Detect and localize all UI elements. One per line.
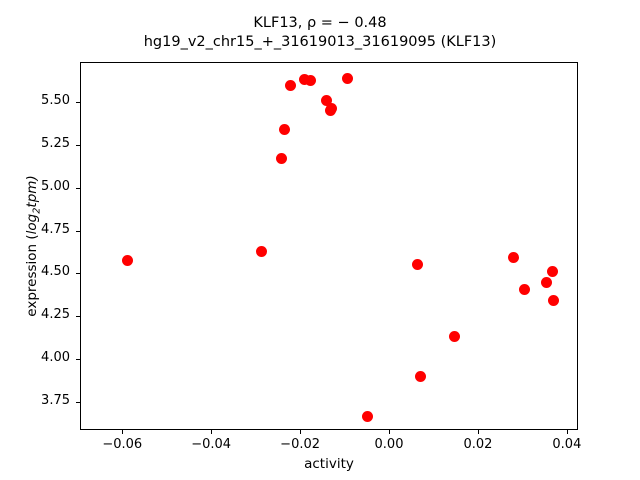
data-point bbox=[362, 410, 374, 422]
y-axis-label-suffix: tpm) bbox=[24, 175, 40, 208]
y-axis-tick-label: 5.00 bbox=[41, 178, 70, 194]
x-axis-tick-label: −0.04 bbox=[191, 437, 232, 452]
x-axis-tick-label: −0.02 bbox=[280, 437, 321, 452]
y-axis-tick-label: 5.25 bbox=[41, 136, 70, 151]
y-axis-tick-label: 4.75 bbox=[41, 221, 70, 237]
data-point-layer bbox=[81, 63, 577, 429]
data-point bbox=[507, 251, 519, 263]
data-point bbox=[255, 245, 267, 257]
y-axis-tick bbox=[76, 187, 80, 189]
x-axis-tick bbox=[389, 430, 391, 434]
x-axis-tick bbox=[211, 430, 213, 434]
data-point bbox=[275, 153, 287, 165]
x-axis-tick bbox=[300, 430, 302, 434]
y-axis-tick bbox=[76, 102, 80, 104]
y-axis-tick-label: 3.75 bbox=[41, 392, 70, 408]
x-axis-tick bbox=[122, 430, 124, 434]
chart-title-line-1: KLF13, ρ = − 0.48 bbox=[253, 15, 387, 31]
x-axis-label: activity bbox=[304, 456, 354, 472]
data-point bbox=[449, 330, 460, 342]
y-axis-label-prefix: expression ( bbox=[24, 234, 40, 317]
x-axis-tick-label: 0.04 bbox=[552, 437, 582, 452]
data-point bbox=[298, 73, 310, 85]
y-axis-tick bbox=[76, 145, 80, 146]
chart-title: KLF13, ρ = − 0.48 hg19_v2_chr15_+_316190… bbox=[0, 14, 640, 52]
y-axis-tick-label: 4.25 bbox=[41, 307, 70, 323]
data-point bbox=[320, 95, 332, 107]
data-point bbox=[305, 74, 317, 86]
y-axis-label-log: log bbox=[24, 213, 40, 235]
data-point bbox=[541, 277, 553, 289]
y-axis-tick bbox=[76, 316, 80, 318]
y-axis-tick bbox=[76, 273, 80, 275]
x-axis-tick-label: −0.06 bbox=[102, 437, 143, 452]
data-point bbox=[546, 266, 558, 278]
data-point bbox=[284, 79, 296, 91]
y-axis-tick-label: 4.00 bbox=[41, 349, 70, 365]
data-point bbox=[341, 72, 353, 84]
data-point bbox=[519, 284, 531, 296]
y-axis-label-subscript: 2 bbox=[31, 207, 43, 214]
x-axis-tick bbox=[566, 430, 568, 434]
y-axis-tick-label: 5.50 bbox=[41, 93, 70, 109]
data-point bbox=[548, 295, 560, 307]
plot-axes-frame bbox=[80, 62, 578, 430]
x-axis-tick-label: 0.00 bbox=[374, 437, 404, 452]
y-axis-tick-label: 4.50 bbox=[41, 264, 70, 280]
y-axis-tick bbox=[76, 401, 80, 403]
data-point bbox=[325, 102, 337, 114]
chart-title-line-2: hg19_v2_chr15_+_31619013_31619095 (KLF13… bbox=[143, 34, 497, 50]
x-axis-tick bbox=[477, 430, 479, 434]
data-point bbox=[415, 370, 427, 382]
data-point bbox=[412, 258, 424, 270]
data-point bbox=[278, 124, 290, 136]
data-point bbox=[122, 255, 134, 267]
y-axis-tick bbox=[76, 230, 80, 232]
y-axis-tick bbox=[76, 358, 80, 360]
y-axis-label: expression (log2tpm) bbox=[24, 62, 48, 430]
x-axis-tick-label: 0.02 bbox=[463, 437, 493, 452]
